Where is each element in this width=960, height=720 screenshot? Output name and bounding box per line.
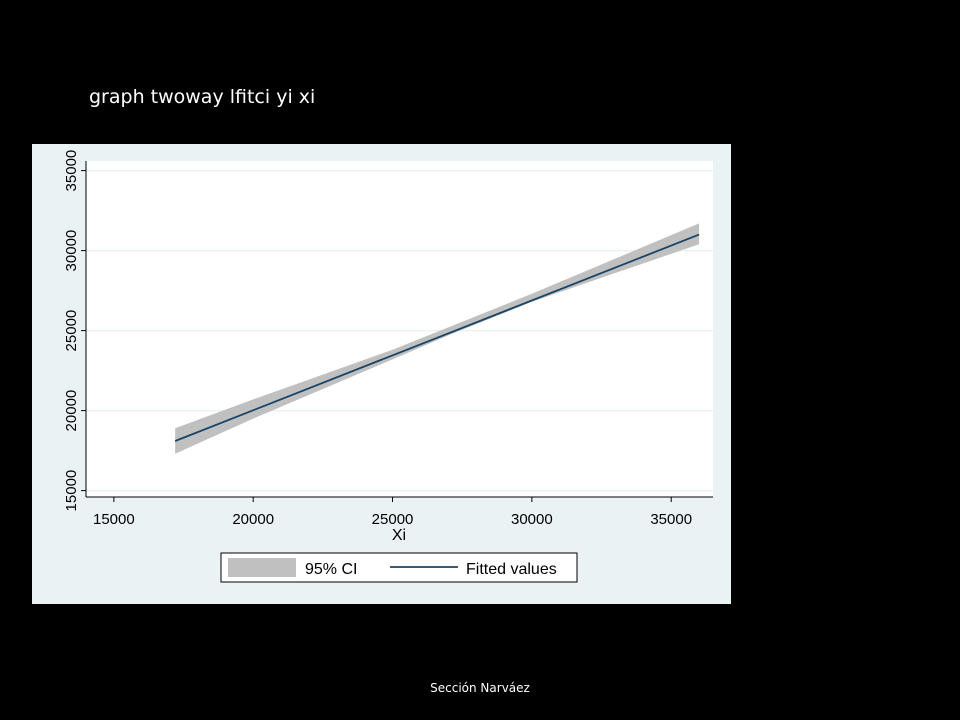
y-tick-label: 15000 — [63, 470, 80, 512]
y-tick-label: 35000 — [63, 150, 80, 192]
y-gridlines — [87, 169, 713, 492]
x-tick-label: 35000 — [650, 511, 692, 528]
x-tick-label: 30000 — [511, 511, 553, 528]
fitted-values-line — [174, 233, 700, 442]
y-axis-ticks: 15000 20000 25000 30000 35000 — [63, 150, 86, 512]
chart-svg: 15000 20000 25000 30000 35000 15000 20000 2500… — [32, 144, 731, 604]
legend-label-fit: Fitted values — [466, 561, 557, 578]
slide-footer: Sección Narváez — [430, 681, 530, 695]
y-tick-label: 20000 — [63, 390, 80, 432]
chart-panel: 15000 20000 25000 30000 35000 15000 20000 2500… — [32, 144, 731, 604]
x-tick-label: 20000 — [232, 511, 274, 528]
x-tick-label: 25000 — [372, 511, 414, 528]
y-tick-label: 25000 — [63, 310, 80, 352]
x-tick-label: 15000 — [93, 511, 135, 528]
legend: 95% CI Fitted values — [220, 552, 578, 583]
legend-swatch-ci — [228, 558, 296, 577]
y-tick-label: 30000 — [63, 230, 80, 272]
legend-label-ci: 95% CI — [305, 561, 357, 578]
x-axis-ticks: 15000 20000 25000 30000 35000 — [93, 497, 692, 528]
x-axis-label: Xi — [392, 527, 406, 544]
slide-title: graph twoway lfitci yi xi — [89, 86, 316, 108]
